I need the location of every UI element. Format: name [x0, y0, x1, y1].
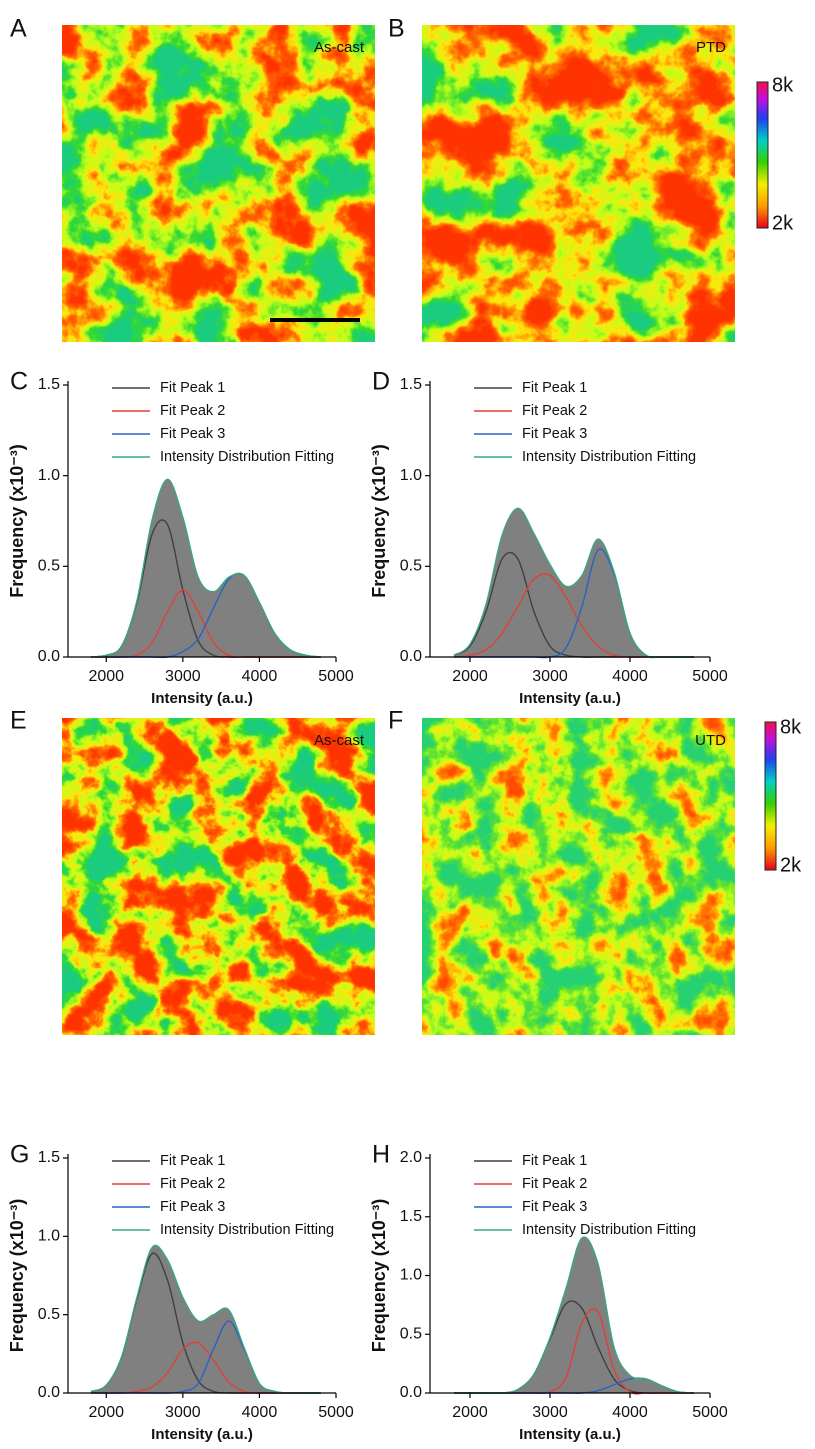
legend-label: Fit Peak 1 [522, 1153, 587, 1169]
y-tick-label: 1.0 [38, 467, 60, 484]
y-tick-label: 1.5 [38, 376, 60, 393]
x-tick-label: 4000 [242, 1404, 278, 1421]
map-label: As-cast [314, 39, 365, 56]
legend-label: Fit Peak 3 [522, 426, 587, 442]
panel-letter: F [388, 707, 403, 735]
y-tick-label: 0.5 [400, 1325, 422, 1342]
y-axis-label: Frequency (x10⁻³) [7, 1199, 27, 1353]
colorbar-label: 2k [780, 854, 802, 876]
x-axis-label: Intensity (a.u.) [519, 1426, 621, 1443]
legend-label: Fit Peak 2 [160, 1176, 225, 1192]
y-tick-label: 1.5 [38, 1149, 60, 1166]
legend-label: Fit Peak 3 [160, 1199, 225, 1215]
y-axis-label: Frequency (x10⁻³) [369, 1199, 389, 1353]
x-tick-label: 2000 [452, 1404, 488, 1421]
panel-letter: D [372, 368, 390, 396]
legend-label: Intensity Distribution Fitting [522, 449, 696, 465]
map-label: UTD [695, 732, 726, 749]
panel-letter: H [372, 1141, 390, 1169]
x-axis-label: Intensity (a.u.) [519, 690, 621, 707]
histogram-area [90, 479, 321, 657]
histogram-area [90, 1245, 321, 1394]
y-tick-label: 1.0 [38, 1228, 60, 1245]
y-tick-label: 0.5 [38, 558, 60, 575]
legend-label: Fit Peak 3 [160, 426, 225, 442]
x-tick-label: 5000 [318, 1404, 354, 1421]
x-tick-label: 3000 [532, 668, 568, 685]
legend-label: Fit Peak 1 [160, 380, 225, 396]
x-tick-label: 3000 [165, 668, 201, 685]
y-tick-label: 0.0 [38, 648, 60, 665]
legend-label: Fit Peak 3 [522, 1199, 587, 1215]
histogram-area [454, 508, 694, 658]
y-tick-label: 2.0 [400, 1149, 422, 1166]
histogram-area [454, 1237, 694, 1394]
legend-label: Fit Peak 1 [522, 380, 587, 396]
x-axis-label: Intensity (a.u.) [151, 690, 253, 707]
intensity-map [422, 718, 735, 1035]
intensity-map [62, 25, 375, 342]
legend-label: Intensity Distribution Fitting [160, 1222, 334, 1238]
y-tick-label: 0.5 [38, 1306, 60, 1323]
colorbar-label: 8k [780, 716, 802, 738]
panel-letter: B [388, 15, 405, 43]
y-tick-label: 0.0 [38, 1384, 60, 1401]
legend-label: Intensity Distribution Fitting [522, 1222, 696, 1238]
x-tick-label: 2000 [88, 1404, 124, 1421]
legend-label: Fit Peak 2 [522, 403, 587, 419]
x-tick-label: 2000 [452, 668, 488, 685]
legend-label: Intensity Distribution Fitting [160, 449, 334, 465]
y-tick-label: 0.5 [400, 558, 422, 575]
x-axis-label: Intensity (a.u.) [151, 1426, 253, 1443]
panel-letter: G [10, 1141, 29, 1169]
y-axis-label: Frequency (x10⁻³) [369, 444, 389, 598]
fit-line [90, 478, 321, 658]
colorbar [764, 721, 777, 871]
y-axis-label: Frequency (x10⁻³) [7, 444, 27, 598]
y-tick-label: 0.0 [400, 648, 422, 665]
x-tick-label: 2000 [88, 668, 124, 685]
legend-label: Fit Peak 2 [522, 1176, 587, 1192]
y-tick-label: 0.0 [400, 1384, 422, 1401]
map-label: As-cast [314, 732, 365, 749]
legend-label: Fit Peak 2 [160, 403, 225, 419]
x-tick-label: 4000 [612, 668, 648, 685]
y-tick-label: 1.5 [400, 1208, 422, 1225]
colorbar [756, 81, 769, 229]
panel-letter: C [10, 368, 28, 396]
x-tick-label: 5000 [692, 668, 728, 685]
x-tick-label: 4000 [242, 668, 278, 685]
colorbar-label: 8k [772, 74, 794, 96]
panel-letter: A [10, 15, 27, 43]
y-tick-label: 1.5 [400, 376, 422, 393]
intensity-map [62, 718, 375, 1035]
x-tick-label: 5000 [318, 668, 354, 685]
colorbar-label: 2k [772, 212, 794, 234]
x-tick-label: 4000 [612, 1404, 648, 1421]
map-label: PTD [696, 39, 726, 56]
intensity-map [422, 25, 735, 342]
y-tick-label: 1.0 [400, 467, 422, 484]
x-tick-label: 3000 [165, 1404, 201, 1421]
x-tick-label: 5000 [692, 1404, 728, 1421]
y-tick-label: 1.0 [400, 1267, 422, 1284]
x-tick-label: 3000 [532, 1404, 568, 1421]
legend-label: Fit Peak 1 [160, 1153, 225, 1169]
panel-letter: E [10, 707, 27, 735]
